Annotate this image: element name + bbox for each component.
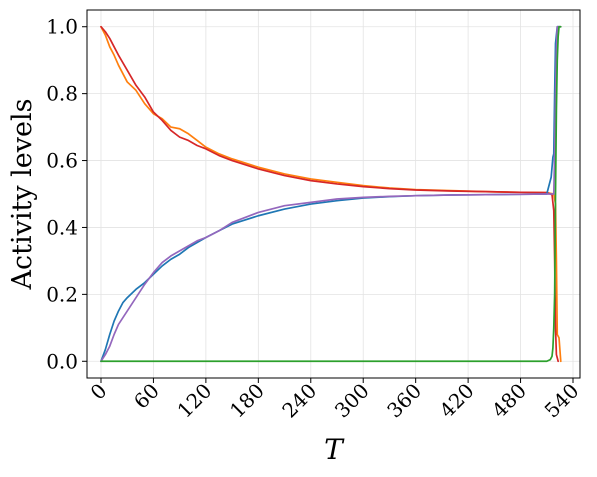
series-line-3 <box>100 25 560 363</box>
x-tick-label: 180 <box>225 379 269 423</box>
y-axis-ticks: 0.0 0.2 0.4 0.6 0.8 1.0 <box>46 15 87 373</box>
x-tick-label: 480 <box>487 379 531 423</box>
y-tick-label: 0.0 <box>46 349 78 373</box>
y-tick-label: 0.8 <box>46 82 78 106</box>
x-tick-label: 0 <box>86 379 112 405</box>
series-line-5 <box>100 25 562 363</box>
x-tick-label: 60 <box>129 379 164 414</box>
series-layer <box>100 25 562 363</box>
plot-frame <box>86 9 581 379</box>
y-tick-label: 0.4 <box>46 215 78 239</box>
x-tick-label: 120 <box>172 379 216 423</box>
x-axis-title: T <box>324 433 345 466</box>
x-tick-label: 300 <box>330 379 374 423</box>
x-tick-label: 360 <box>382 379 426 423</box>
x-tick-label: 240 <box>277 379 321 423</box>
y-tick-label: 0.2 <box>46 282 78 306</box>
x-tick-label: 420 <box>435 379 479 423</box>
x-tick-label: 540 <box>540 379 584 423</box>
y-tick-label: 1.0 <box>46 15 78 39</box>
y-axis-title: Activity levels <box>7 98 38 290</box>
series-line-4 <box>100 25 562 363</box>
x-axis-ticks: 0 60 120 180 240 300 360 420 480 540 <box>86 378 584 423</box>
y-tick-label: 0.6 <box>46 149 78 173</box>
